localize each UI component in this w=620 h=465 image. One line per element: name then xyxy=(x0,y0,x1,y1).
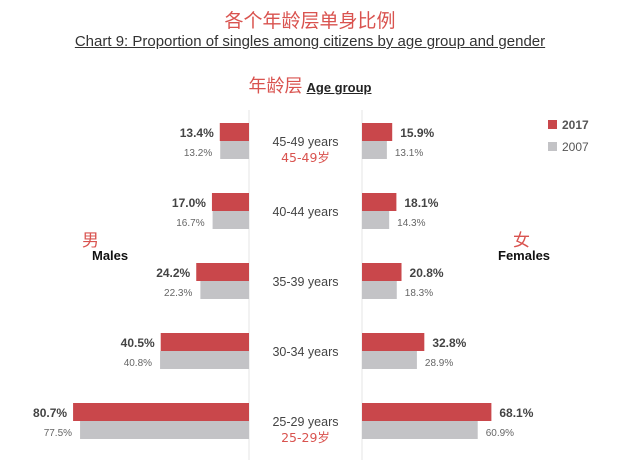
bar-females-2007 xyxy=(362,141,387,159)
bar-males-2017 xyxy=(160,333,249,351)
label-males-2017: 24.2% xyxy=(156,266,190,280)
label-females-2007: 14.3% xyxy=(397,218,425,229)
bar-females-2007 xyxy=(362,421,478,439)
label-males-2017: 40.5% xyxy=(121,336,155,350)
legend-swatch-2007 xyxy=(548,142,557,151)
bar-females-2017 xyxy=(362,333,425,351)
label-females-2017: 20.8% xyxy=(410,266,444,280)
axis-title-en: Age group xyxy=(306,80,372,95)
label-males-2017: 80.7% xyxy=(33,406,67,420)
bar-females-2017 xyxy=(362,193,397,211)
axis-title: 年龄层 Age group xyxy=(0,72,620,98)
axis-title-cn: 年龄层 xyxy=(248,76,303,97)
males-label: Males xyxy=(92,248,129,263)
chart-title-cn: 各个年龄层单身比例 xyxy=(224,10,396,32)
bar-males-2007 xyxy=(80,421,249,439)
legend-swatch-2017 xyxy=(548,120,557,129)
category-label: 35-39 years xyxy=(272,275,338,289)
label-males-2007: 16.7% xyxy=(176,218,204,229)
label-males-2007: 13.2% xyxy=(184,148,212,159)
bar-males-2017 xyxy=(196,263,249,281)
category-label: 30-34 years xyxy=(272,345,338,359)
bar-males-2007 xyxy=(160,351,249,369)
legend-label-2007: 2007 xyxy=(562,140,589,154)
females-label: Females xyxy=(498,248,551,263)
bar-females-2017 xyxy=(362,263,402,281)
females-label-cn: 女 xyxy=(513,231,530,251)
label-females-2017: 15.9% xyxy=(400,126,434,140)
label-males-2017: 13.4% xyxy=(180,126,214,140)
chart-title: Chart 9: Proportion of singles among cit… xyxy=(74,33,546,50)
bar-males-2007 xyxy=(200,281,249,299)
category-label: 25-29 years xyxy=(272,415,338,429)
bar-males-2007 xyxy=(220,141,249,159)
bar-males-2017 xyxy=(219,123,249,141)
bar-females-2017 xyxy=(362,403,492,421)
bar-males-2007 xyxy=(212,211,249,229)
label-females-2017: 32.8% xyxy=(432,336,466,350)
category-label-cn: 45-49岁 xyxy=(281,150,330,165)
bar-females-2007 xyxy=(362,351,417,369)
label-females-2017: 18.1% xyxy=(404,196,438,210)
label-females-2017: 68.1% xyxy=(499,406,533,420)
label-males-2017: 17.0% xyxy=(172,196,206,210)
category-label: 40-44 years xyxy=(272,205,338,219)
bar-females-2007 xyxy=(362,211,390,229)
males-label-cn: 男 xyxy=(82,231,99,251)
bar-males-2017 xyxy=(211,193,249,211)
legend-label-2017: 2017 xyxy=(562,118,589,132)
label-females-2007: 28.9% xyxy=(425,358,453,369)
label-males-2007: 40.8% xyxy=(124,358,152,369)
label-males-2007: 22.3% xyxy=(164,288,192,299)
bar-females-2007 xyxy=(362,281,397,299)
category-label: 45-49 years xyxy=(272,135,338,149)
label-males-2007: 77.5% xyxy=(44,428,72,439)
bar-females-2017 xyxy=(362,123,393,141)
bar-males-2017 xyxy=(73,403,249,421)
category-label-cn: 25-29岁 xyxy=(281,430,330,445)
label-females-2007: 60.9% xyxy=(486,428,514,439)
label-females-2007: 18.3% xyxy=(405,288,433,299)
label-females-2007: 13.1% xyxy=(395,148,423,159)
